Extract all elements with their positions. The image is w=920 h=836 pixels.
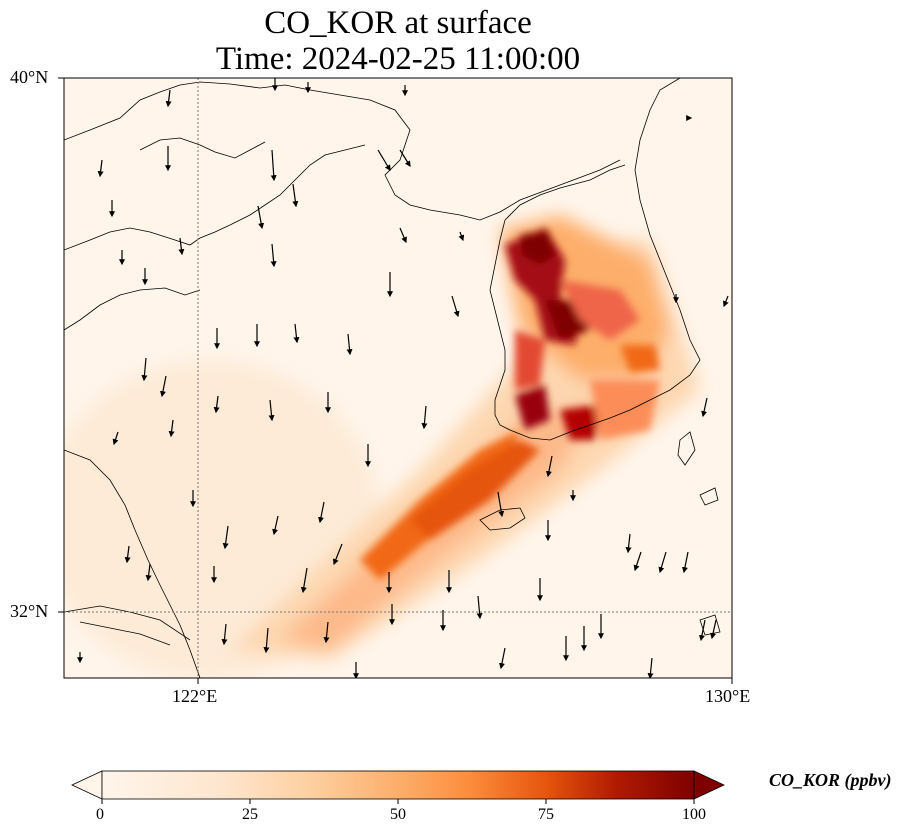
wind-arrow bbox=[377, 149, 391, 172]
wind-arrow bbox=[141, 357, 148, 382]
wind-arrow bbox=[178, 237, 185, 256]
wind-vectors bbox=[77, 78, 729, 678]
colorbar-extend-low bbox=[71, 770, 103, 800]
wind-arrow bbox=[159, 375, 167, 398]
wind-arrow bbox=[681, 551, 689, 574]
wind-arrow bbox=[300, 567, 308, 594]
wind-arrow bbox=[257, 205, 265, 230]
wind-arrow bbox=[213, 395, 220, 414]
colorbar-label: CO_KOR (ppbv) bbox=[769, 770, 892, 790]
gridlines bbox=[64, 78, 732, 678]
colorbar-gradient bbox=[101, 770, 695, 800]
colorbar-tick-75: 75 bbox=[538, 806, 554, 823]
wind-arrow bbox=[658, 551, 667, 574]
wind-arrow bbox=[710, 619, 717, 640]
wind-arrow bbox=[112, 431, 119, 446]
wind-arrow bbox=[545, 455, 553, 478]
wind-arrow bbox=[476, 595, 483, 620]
wind-arrow bbox=[647, 657, 654, 678]
wind-arrow bbox=[317, 501, 325, 524]
wind-arrow bbox=[323, 621, 330, 644]
wind-arrow bbox=[498, 647, 506, 670]
wind-arrow bbox=[270, 149, 277, 182]
wind-arrow bbox=[722, 295, 729, 308]
wind-arrow bbox=[263, 627, 270, 654]
map-title-time: Time: 2024-02-25 11:00:00 bbox=[215, 41, 581, 77]
wind-arrow bbox=[293, 323, 300, 344]
wind-arrow bbox=[145, 563, 152, 582]
colorbar-tick-50: 50 bbox=[390, 806, 406, 823]
wind-arrow bbox=[332, 543, 343, 566]
colorbar-tick-0: 0 bbox=[96, 806, 104, 823]
map-title-variable: CO_KOR at surface bbox=[264, 5, 532, 41]
wind-arrow bbox=[168, 419, 175, 438]
lat-tick-32n: 32°N bbox=[10, 601, 49, 621]
colorbar-extend-high bbox=[693, 770, 725, 800]
colorbar-tick-25: 25 bbox=[242, 806, 258, 823]
wind-arrow bbox=[292, 183, 299, 208]
wind-arrow bbox=[698, 619, 706, 642]
wind-arrow bbox=[165, 89, 172, 108]
wind-arrow bbox=[451, 295, 460, 318]
colorbar-tick-100: 100 bbox=[682, 806, 706, 823]
colorbar bbox=[71, 770, 725, 804]
wind-arrow bbox=[97, 159, 104, 178]
wind-arrow bbox=[633, 551, 642, 572]
lat-tick-40n: 40°N bbox=[10, 67, 49, 87]
wind-arrow bbox=[701, 397, 708, 418]
lon-tick-122e: 122°E bbox=[172, 686, 218, 706]
co-field bbox=[64, 78, 721, 678]
wind-arrow bbox=[124, 545, 131, 564]
wind-arrow bbox=[421, 405, 428, 430]
wind-arrow bbox=[625, 533, 632, 554]
wind-arrow bbox=[399, 227, 407, 244]
map-frame bbox=[63, 77, 733, 679]
wind-arrow bbox=[272, 515, 279, 536]
wind-arrow bbox=[346, 333, 353, 356]
lon-tick-130e: 130°E bbox=[705, 686, 751, 706]
wind-arrow bbox=[497, 491, 505, 518]
wind-arrow bbox=[399, 149, 411, 168]
wind-arrow bbox=[270, 243, 277, 268]
wind-arrow bbox=[221, 623, 228, 646]
wind-arrow bbox=[458, 231, 465, 242]
tick-marks bbox=[58, 77, 733, 684]
wind-arrow bbox=[268, 399, 275, 422]
wind-arrow bbox=[222, 525, 229, 550]
